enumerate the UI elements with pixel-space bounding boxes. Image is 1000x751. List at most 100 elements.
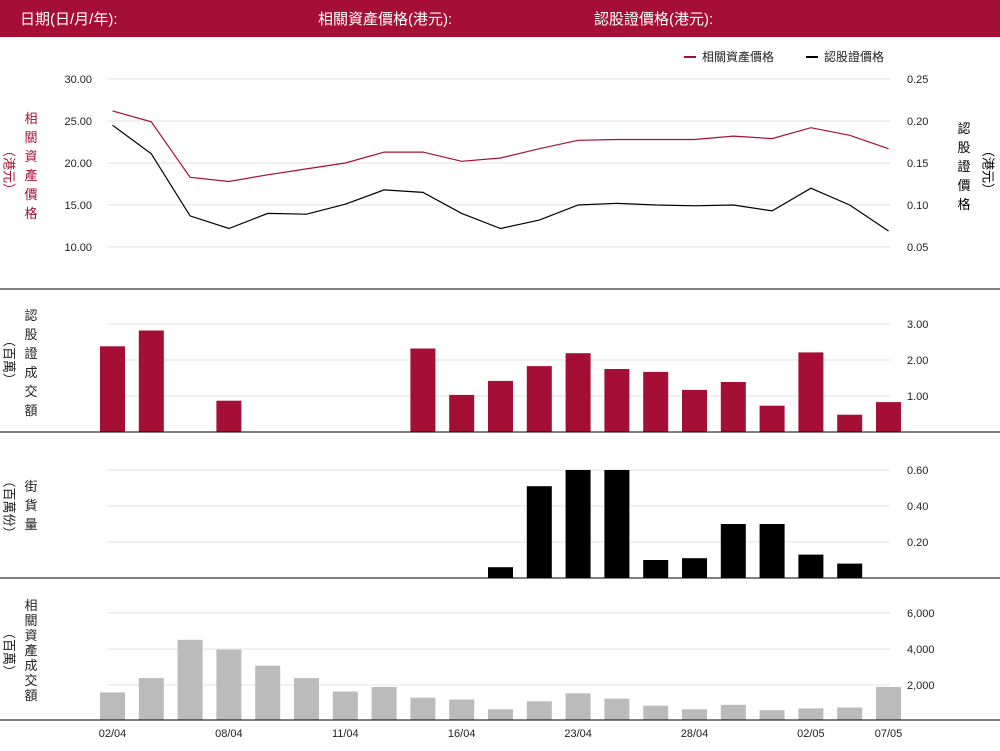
underlying-turnover-bar (565, 693, 591, 721)
outstanding-bar (643, 560, 669, 578)
axis-label-warrant-price-unit: （港元） (981, 144, 996, 196)
underlying-turnover-bar (100, 692, 125, 720)
price-right-tick: 0.05 (907, 242, 928, 254)
axis-label-underlying-price: 格 (24, 206, 37, 221)
underlying-turnover-bar (138, 678, 164, 720)
axis-label-warrant-turnover: 額 (24, 403, 37, 418)
price-right-tick: 0.15 (907, 158, 928, 170)
warrant-turnover-bar (565, 353, 591, 432)
warrant-turnover-bar (682, 389, 707, 432)
header-bar (0, 0, 1000, 37)
axis-label-underlying-price: 關 (24, 130, 37, 145)
underlying-turnover-bar (255, 665, 281, 720)
x-axis-tick: 28/04 (681, 728, 709, 740)
axis-label-underlying-turnover-unit: （百萬） (2, 626, 17, 678)
x-axis-tick: 07/05 (875, 728, 903, 740)
axis-label-warrant-turnover: 交 (24, 384, 37, 399)
underlying-turnover-bar (488, 709, 513, 720)
outstanding-bar (682, 558, 707, 578)
x-axis-tick: 02/04 (99, 728, 127, 740)
underlying-turnover-bar (604, 698, 630, 720)
warrant-turnover-bar (449, 394, 475, 432)
tick-layer: 30.00 25.00 20.00 15.00 10.00 0.25 0.20 0.15 0.1… (64, 74, 934, 692)
warrant-turnover-bar (798, 352, 824, 432)
underlying-turnover-bar (449, 699, 475, 720)
underlying-turnover-bar (876, 687, 901, 720)
warrant-turnover-bars (100, 330, 901, 432)
warrant-turnover-bar (720, 382, 746, 432)
axis-label-outstanding: 量 (24, 517, 37, 532)
price-right-tick: 0.20 (907, 116, 928, 128)
warrant-turnover-bar (604, 369, 630, 432)
warrant-turnover-bar (876, 402, 901, 432)
axis-label-warrant-turnover: 證 (24, 346, 37, 361)
legend-warrant-label: 認股證價格 (824, 49, 884, 64)
axis-label-underlying-price: 資 (24, 149, 37, 164)
underlying-turnover-bar (371, 687, 397, 720)
underlying-turnover-tick: 4,000 (907, 644, 935, 656)
axis-label-warrant-turnover-unit: （百萬） (2, 334, 17, 386)
axis-label-underlying-price: 相 (24, 111, 37, 126)
underlying-turnover-bar (720, 704, 746, 720)
underlying-turnover-bar (526, 701, 552, 720)
warrant-turnover-tick: 1.00 (907, 391, 928, 403)
underlying-price-line (112, 110, 889, 183)
outstanding-tick: 0.60 (907, 465, 928, 477)
axis-label-outstanding-unit: （百萬份） (2, 474, 17, 539)
outstanding-tick: 0.20 (907, 537, 928, 549)
price-left-tick: 25.00 (64, 116, 92, 128)
x-axis: 02/04 08/04 11/04 16/04 23/04 28/04 02/05 07/05 (99, 728, 903, 740)
axis-label-warrant-turnover: 認 (24, 308, 37, 323)
underlying-turnover-tick: 6,000 (907, 608, 935, 620)
outstanding-bar (759, 524, 785, 578)
underlying-turnover-bar (332, 691, 358, 720)
axis-label-warrant-price: 格 (957, 197, 970, 212)
price-left-tick: 20.00 (64, 158, 92, 170)
axis-label-underlying-turnover: 相 (24, 598, 37, 613)
warrant-turnover-bar (837, 414, 863, 432)
x-axis-tick: 16/04 (448, 728, 476, 740)
warrant-turnover-tick: 2.00 (907, 355, 928, 367)
warrant-price-line (112, 124, 889, 232)
price-left-tick: 30.00 (64, 74, 92, 86)
axis-label-underlying-turnover: 交 (24, 673, 37, 688)
axis-label-underlying-price-unit: （港元） (2, 144, 17, 196)
warrant-turnover-bar (643, 371, 669, 432)
axis-labels: 相關資產價格（港元）認股證價格（港元）認股證成交額（百萬）街貨量（百萬份）相關資… (2, 111, 996, 703)
underlying-turnover-bar (643, 705, 669, 720)
outstanding-bar (565, 470, 591, 578)
underlying-turnover-bar (837, 707, 863, 720)
axis-label-warrant-price: 股 (957, 140, 970, 155)
x-axis-tick: 23/04 (564, 728, 592, 740)
outstanding-bar (604, 470, 630, 578)
x-axis-tick: 02/05 (797, 728, 825, 740)
axis-label-underlying-turnover: 產 (24, 643, 37, 658)
underlying-turnover-bar (682, 709, 707, 720)
header-date-label: 日期(日/月/年): (20, 11, 118, 28)
axis-label-underlying-turnover: 關 (24, 613, 37, 628)
outstanding-bars (488, 470, 863, 578)
outstanding-bar (720, 524, 746, 578)
axis-label-underlying-price: 產 (24, 168, 37, 183)
underlying-turnover-bar (759, 710, 785, 720)
axis-label-outstanding: 貨 (24, 498, 37, 513)
outstanding-bar (798, 554, 824, 578)
underlying-turnover-bar (294, 678, 319, 720)
axis-label-warrant-price: 證 (957, 159, 970, 174)
warrant-turnover-bar (100, 346, 125, 432)
outstanding-bar (488, 567, 513, 578)
price-left-tick: 10.00 (64, 242, 92, 254)
warrant-turnover-bar (759, 405, 785, 432)
warrant-turnover-tick: 3.00 (907, 319, 928, 331)
axis-label-underlying-price: 價 (24, 187, 37, 202)
axis-label-underlying-turnover: 成 (24, 658, 37, 673)
underlying-turnover-bars (100, 639, 901, 721)
warrant-turnover-bar (526, 366, 552, 432)
warrant-turnover-bar (410, 348, 436, 432)
warrant-turnover-bar (488, 380, 513, 432)
outstanding-tick: 0.40 (907, 501, 928, 513)
underlying-turnover-bar (410, 697, 436, 720)
underlying-turnover-tick: 2,000 (907, 680, 935, 692)
underlying-turnover-bar (798, 708, 824, 720)
